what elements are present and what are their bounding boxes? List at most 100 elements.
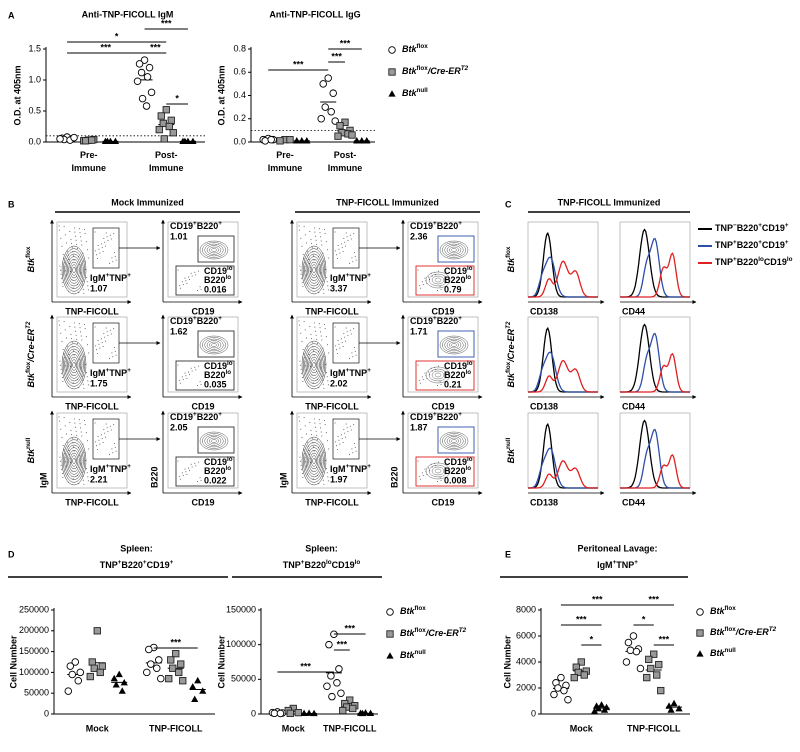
event-dot	[86, 372, 88, 374]
text-part: +	[785, 222, 789, 229]
event-dot	[112, 261, 114, 263]
contour	[303, 439, 325, 483]
event-dot	[61, 281, 63, 283]
event-dot	[109, 262, 111, 264]
contour	[303, 248, 325, 292]
contour	[69, 452, 79, 470]
x-axis-label: CD19	[431, 306, 454, 316]
contour	[446, 340, 462, 350]
text-part: +	[458, 411, 462, 418]
gate-value: 3.37	[330, 283, 348, 293]
gate	[415, 265, 475, 296]
gate-value: 0.016	[204, 284, 227, 294]
event-dot	[63, 321, 65, 323]
event-dot	[316, 243, 318, 245]
point	[90, 664, 98, 672]
point	[167, 116, 175, 124]
event-dot	[75, 430, 77, 432]
text-part: B220	[737, 223, 759, 233]
text-part: B220	[197, 316, 219, 326]
text-part: B220	[444, 370, 466, 380]
point	[88, 136, 96, 144]
event-dot	[105, 327, 107, 329]
point	[323, 682, 331, 691]
event-dot	[300, 273, 302, 275]
contour	[451, 343, 457, 347]
event-dot	[349, 357, 351, 359]
event-dot	[298, 225, 300, 227]
event-dot	[113, 346, 115, 348]
text-part: Btk	[400, 628, 415, 638]
event-dot	[73, 418, 75, 420]
event-dot	[321, 244, 323, 246]
text-part: Btk	[400, 606, 415, 616]
point	[147, 88, 156, 97]
event-dot	[311, 247, 313, 249]
histogram-curve	[620, 352, 690, 393]
event-dot	[318, 323, 320, 325]
event-dot	[323, 483, 325, 485]
point	[647, 664, 655, 673]
text-part: Immune	[268, 163, 303, 173]
event-dot	[61, 245, 63, 247]
event-dot	[105, 423, 107, 425]
text-part: flox	[25, 361, 32, 373]
event-dot	[320, 331, 322, 333]
event-dot	[105, 436, 107, 438]
event-dot	[87, 476, 89, 478]
event-dot	[87, 384, 89, 386]
text-part: Immune	[328, 163, 363, 173]
contour	[434, 468, 442, 474]
gate	[175, 360, 235, 391]
event-dot	[318, 419, 320, 421]
event-dot	[326, 372, 328, 374]
legend-label: Btkflox	[710, 605, 736, 616]
y-tick-label: 0.5	[28, 105, 41, 115]
event-dot	[84, 327, 86, 329]
text-part: +	[170, 559, 174, 566]
point	[169, 664, 177, 672]
event-dot	[195, 369, 197, 371]
text-part: IgM	[597, 560, 613, 570]
text-part: Btk	[26, 448, 36, 463]
text-part: +	[346, 367, 350, 374]
event-dot	[335, 250, 337, 252]
point	[386, 630, 394, 638]
event-dot	[60, 237, 62, 239]
point	[111, 137, 120, 144]
contour	[65, 444, 83, 478]
text-part: lo	[226, 369, 232, 376]
y-tick-label: 0.8	[233, 43, 246, 53]
point	[335, 665, 343, 673]
event-dot	[308, 258, 310, 260]
event-dot	[199, 286, 201, 288]
point	[286, 709, 294, 717]
point	[133, 77, 142, 85]
point	[98, 662, 106, 670]
point	[594, 705, 603, 712]
contour	[304, 442, 324, 480]
point	[327, 672, 335, 680]
event-dot	[179, 285, 181, 287]
contour	[68, 259, 80, 281]
histogram-plot	[527, 316, 599, 393]
text-part: +	[218, 315, 222, 322]
event-dot	[86, 468, 88, 470]
contour	[63, 248, 85, 292]
event-dot	[336, 349, 338, 351]
text-part: lo	[467, 265, 473, 272]
event-dot	[309, 421, 311, 423]
event-dot	[345, 232, 347, 234]
event-dot	[324, 232, 326, 234]
event-dot	[324, 364, 326, 366]
event-dot	[82, 383, 84, 385]
contour	[434, 372, 442, 378]
event-dot	[319, 423, 321, 425]
text-part: lo	[466, 274, 472, 281]
text-part: Btk	[710, 648, 725, 658]
gate-value: 2.05	[170, 422, 188, 432]
gate-label: CD19lo	[204, 456, 233, 467]
text-part: +	[127, 367, 131, 374]
point	[145, 63, 154, 72]
event-dot	[299, 229, 301, 231]
